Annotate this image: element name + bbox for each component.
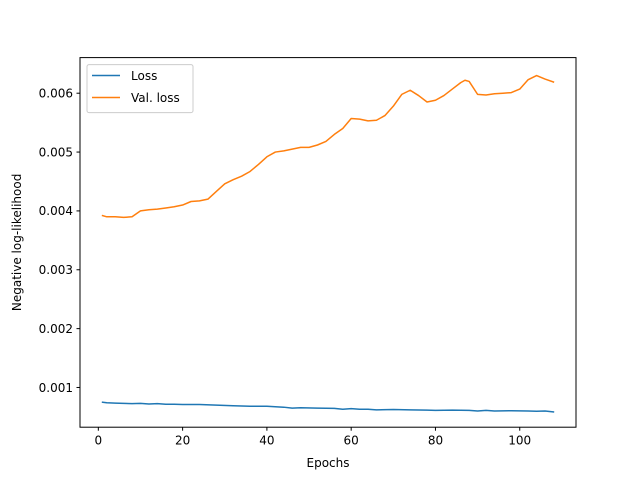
legend: Loss Val. loss — [86, 64, 194, 114]
plot-lines — [101, 74, 555, 413]
x-tick-label: 60 — [344, 434, 359, 448]
y-tick-label: 0.004 — [39, 204, 73, 218]
x-tick-label: 80 — [428, 434, 443, 448]
legend-label-loss: Loss — [131, 69, 157, 83]
y-axis-label: Negative log-likelihood — [10, 174, 24, 311]
y-tick-label: 0.003 — [39, 263, 73, 277]
plot-frame — [79, 57, 577, 428]
legend-box — [86, 64, 194, 114]
y-tick-label: 0.006 — [39, 87, 73, 101]
x-axis-label: Epochs — [307, 456, 350, 470]
x-axis: 0 20 40 60 80 100 — [95, 427, 531, 448]
y-tick-label: 0.005 — [39, 145, 73, 159]
y-tick-label: 0.002 — [39, 322, 73, 336]
y-axis: 0.001 0.002 0.003 0.004 0.005 0.006 — [39, 87, 80, 395]
x-tick-label: 20 — [175, 434, 190, 448]
x-tick-label: 40 — [259, 434, 274, 448]
x-tick-label: 0 — [95, 434, 103, 448]
x-tick-label: 100 — [508, 434, 531, 448]
legend-label-val-loss: Val. loss — [131, 91, 180, 105]
y-tick-label: 0.001 — [39, 381, 73, 395]
series-line-val-loss — [101, 74, 555, 219]
series-line-loss — [101, 401, 555, 413]
